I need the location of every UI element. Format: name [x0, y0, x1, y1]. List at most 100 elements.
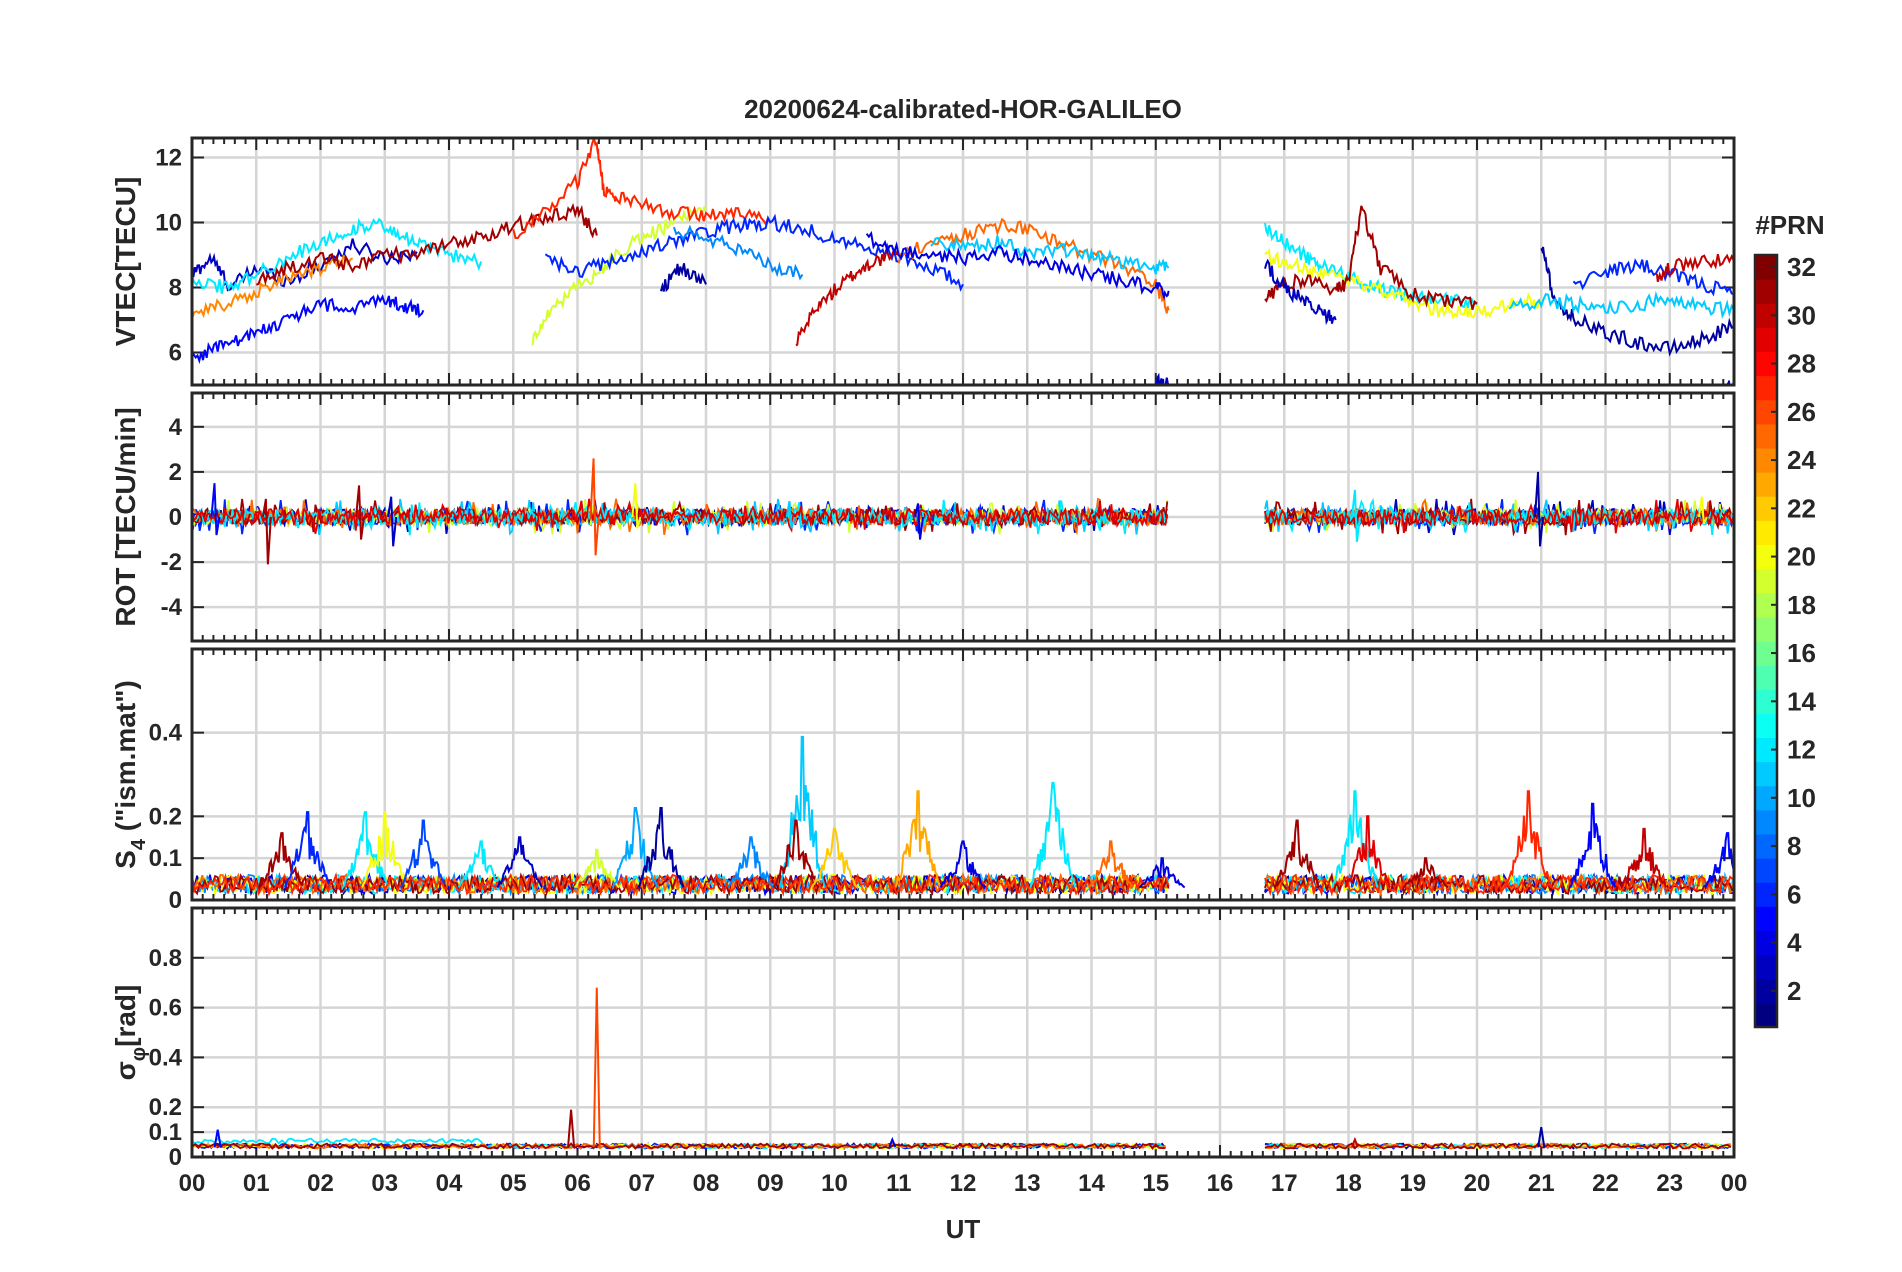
y-tick-label: -4 [161, 594, 183, 621]
rot-spike-prn-12 [1350, 489, 1361, 542]
axes-frame [190, 906, 1736, 1159]
vtec-series-prn-9 [672, 224, 804, 281]
y-tick-label: 0.1 [149, 845, 182, 872]
s4-peak-prn-5 [1569, 802, 1617, 888]
vtec-series-prn-31 [1264, 205, 1478, 310]
colorbar-swatch [1755, 930, 1777, 956]
s4-peak-prn-22 [811, 827, 858, 889]
s4-peak-prn-12 [457, 840, 505, 889]
vtec-series-prn-4 [865, 230, 1170, 301]
y-tick-label: -2 [161, 549, 182, 576]
vtec-series-prn-2 [660, 263, 707, 293]
s4-peak-prn-20 [361, 811, 407, 888]
colorbar-swatch [1755, 520, 1777, 545]
colorbar-tick-label: 28 [1787, 349, 1816, 379]
colorbar-swatch [1755, 568, 1777, 594]
s4-peak-prn-9 [727, 836, 775, 888]
x-tick-label: 11 [886, 1170, 911, 1197]
colorbar-swatch [1755, 713, 1777, 738]
vtec-series-prn-31 [255, 202, 598, 286]
sigma-peak-prn-4 [888, 1136, 897, 1148]
colorbar-tick-label: 8 [1787, 831, 1801, 861]
rot-spike-prn-11 [785, 501, 796, 529]
y-tick-label: 0.4 [149, 1044, 183, 1071]
x-tick-label: 10 [821, 1170, 848, 1197]
x-tick-label: 06 [564, 1170, 591, 1197]
s4-peak-prn-31 [258, 832, 304, 889]
vtec-series-prn-11 [1508, 290, 1734, 320]
axes-frame [190, 136, 1736, 387]
x-tick-label: 22 [1592, 1170, 1619, 1197]
x-tick-label: 04 [436, 1170, 463, 1197]
s4-panel: 0 0.1 0.2 0.4S4 ("ism.mat") [110, 647, 1736, 914]
x-tick-label: 20 [1464, 1170, 1491, 1197]
colorbar-swatch [1755, 303, 1777, 328]
y-tick-label: 0.6 [149, 995, 182, 1022]
colorbar-swatch [1755, 761, 1777, 787]
x-tick-label: 08 [693, 1170, 720, 1197]
colorbar-swatch [1755, 616, 1777, 642]
s4-peak-prn-5 [1704, 832, 1734, 889]
y-tick-label: 10 [155, 210, 182, 237]
x-tick-label: 13 [1014, 1170, 1041, 1197]
colorbar-swatch [1755, 472, 1777, 497]
colorbar-swatch [1755, 906, 1777, 931]
colorbar-tick-label: 24 [1787, 445, 1816, 475]
vtec-series-prn-12 [1264, 222, 1478, 309]
s4-peak-prn-10 [611, 807, 659, 888]
colorbar-swatch [1755, 954, 1777, 980]
x-tick-label: 19 [1399, 1170, 1426, 1197]
rot-series-prn-29 [192, 498, 1169, 534]
vtec-series-prn-24 [192, 254, 354, 319]
colorbar-swatch [1755, 375, 1777, 401]
y-axis-label: S4 ("ism.mat") [110, 680, 150, 869]
colorbar-swatch [1755, 351, 1777, 377]
sigma-peak-prn-30 [1350, 1136, 1359, 1148]
y-tick-label: 6 [169, 340, 182, 367]
colorbar-swatch [1755, 737, 1777, 763]
s4-peak-prn-4 [1138, 857, 1186, 889]
x-tick-label: 01 [243, 1170, 270, 1197]
x-tick-label: 02 [307, 1170, 334, 1197]
sigma-series-prn-31 [192, 1142, 1166, 1150]
y-tick-label: 0.8 [149, 945, 182, 972]
s4-peak-prn-7 [399, 819, 446, 888]
sigma-series-prn-31 [1264, 1142, 1732, 1150]
colorbar-swatch [1755, 834, 1777, 859]
s4-peak-prn-4 [939, 840, 987, 888]
colorbar-tick-label: 16 [1787, 638, 1816, 668]
colorbar-tick-label: 22 [1787, 493, 1816, 523]
y-tick-label: 0 [169, 887, 182, 914]
rot-spike-prn-31 [261, 498, 272, 565]
colorbar-swatch [1755, 882, 1777, 907]
y-tick-label: 0.1 [149, 1119, 182, 1146]
x-tick-label: 07 [628, 1170, 655, 1197]
vtec-panel: 6 8 10 12 VTEC[TECU] [110, 136, 1736, 387]
colorbar-swatch [1755, 978, 1777, 1004]
s4-peak-prn-31 [1273, 819, 1321, 889]
colorbar-swatch [1755, 1002, 1777, 1028]
y-tick-label: 0.2 [149, 1094, 182, 1121]
x-axis-label: UT [946, 1214, 981, 1244]
y-axis-label: VTEC[TECU] [110, 177, 141, 347]
sigma-peak-prn-5 [213, 1129, 222, 1148]
vtec-series-prn-20 [1264, 247, 1542, 320]
s4-peak-prn-12 [1331, 790, 1379, 888]
rot-spike-prn-31 [355, 485, 366, 540]
plot-clip [192, 458, 1734, 565]
vtec-series-prn-5 [192, 293, 425, 365]
s4-peak-prn-19 [573, 848, 620, 889]
colorbar-swatch [1755, 592, 1777, 618]
colorbar-swatch [1755, 689, 1777, 714]
y-tick-label: 0 [169, 504, 182, 531]
colorbar-swatch [1755, 327, 1777, 352]
x-tick-label: 05 [500, 1170, 527, 1197]
y-tick-label: 0.2 [149, 803, 182, 830]
y-tick-label: 8 [169, 275, 182, 302]
rot-spike-prn-4 [914, 503, 925, 540]
s4-peak-prn-27 [1504, 790, 1552, 888]
y-axis-label: σφ[rad] [110, 985, 150, 1081]
x-tick-label: 23 [1656, 1170, 1683, 1197]
